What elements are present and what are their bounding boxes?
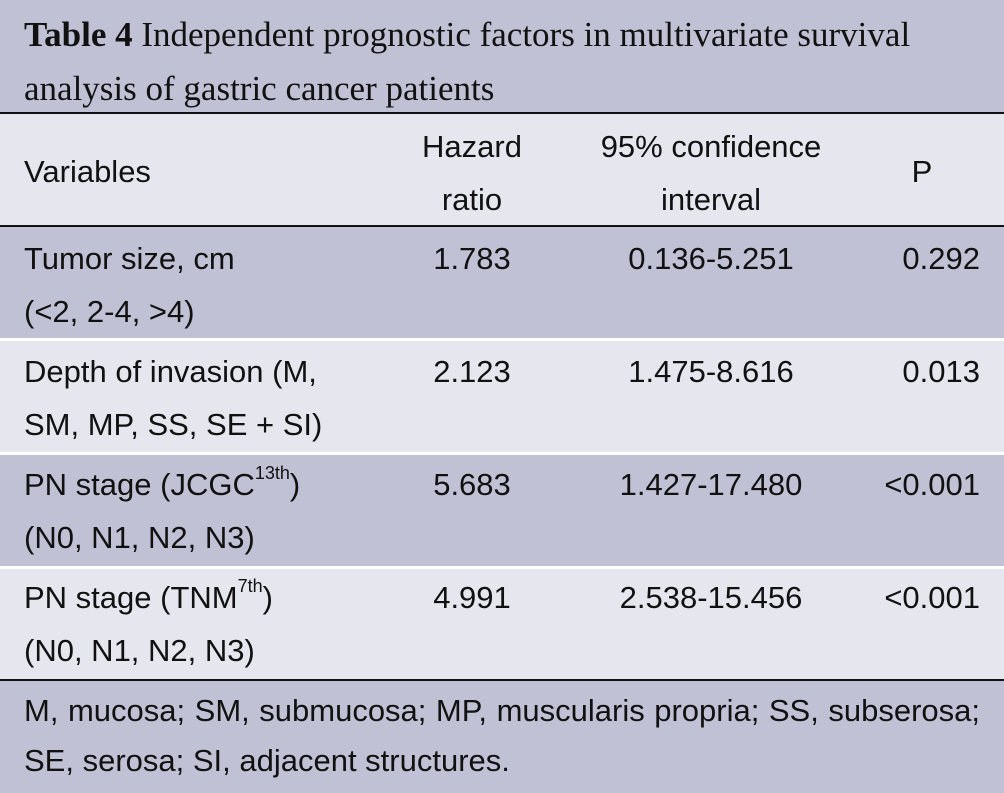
row3-hazard-ratio: 5.683	[433, 467, 511, 502]
header-variables: Variables	[24, 154, 151, 189]
table-caption: Table 4 Independent prognostic factors i…	[24, 8, 989, 116]
table-row	[0, 341, 1004, 452]
bottom-rule	[0, 679, 1004, 681]
header-rule	[0, 225, 1004, 227]
row1-hazard-ratio: 1.783	[433, 241, 511, 276]
table-label: Table 4	[24, 15, 133, 54]
row1-p: 0.292	[902, 241, 980, 276]
row4-ci: 2.538-15.456	[619, 580, 803, 615]
row4-hazard-ratio: 4.991	[433, 580, 511, 615]
table-row	[0, 227, 1004, 338]
table-row	[0, 569, 1004, 679]
row2-p: 0.013	[902, 354, 980, 389]
row4-variable-line1: PN stage (TNM7th)	[24, 575, 273, 615]
header-hazard-ratio-line1: Hazard	[422, 129, 522, 164]
row4-p: <0.001	[884, 580, 980, 615]
row-divider	[0, 566, 1004, 569]
table-row	[0, 455, 1004, 566]
row2-variable-line1: Depth of invasion (M,	[24, 354, 317, 389]
row3-variable-line1: PN stage (JCGC13th)	[24, 462, 301, 502]
row3-variable-line2: (N0, N1, N2, N3)	[24, 520, 255, 555]
row4-variable-line2: (N0, N1, N2, N3)	[24, 633, 255, 668]
row3-ci: 1.427-17.480	[619, 467, 803, 502]
row2-hazard-ratio: 2.123	[433, 354, 511, 389]
table-title: Independent prognostic factors in multiv…	[24, 15, 911, 108]
row1-variable-line1: Tumor size, cm	[24, 241, 235, 276]
header-p: P	[911, 154, 933, 189]
row4-superscript: 7th	[237, 575, 263, 596]
row1-ci: 0.136-5.251	[628, 241, 794, 276]
header-ci-line1: 95% confidence	[600, 129, 822, 164]
header-ci-line2: interval	[661, 182, 761, 217]
header-hazard-ratio-line2: ratio	[441, 182, 503, 217]
row1-variable-line2: (<2, 2-4, >4)	[24, 294, 195, 329]
row2-variable-line2: SM, MP, SS, SE + SI)	[24, 407, 323, 442]
row-divider	[0, 452, 1004, 455]
top-rule	[0, 112, 1004, 114]
row2-ci: 1.475-8.616	[628, 354, 794, 389]
row3-superscript: 13th	[254, 462, 290, 483]
table-footnote: M, mucosa; SM, submucosa; MP, muscularis…	[24, 693, 980, 778]
row-divider	[0, 338, 1004, 341]
header-band	[0, 114, 1004, 225]
row3-p: <0.001	[884, 467, 980, 502]
